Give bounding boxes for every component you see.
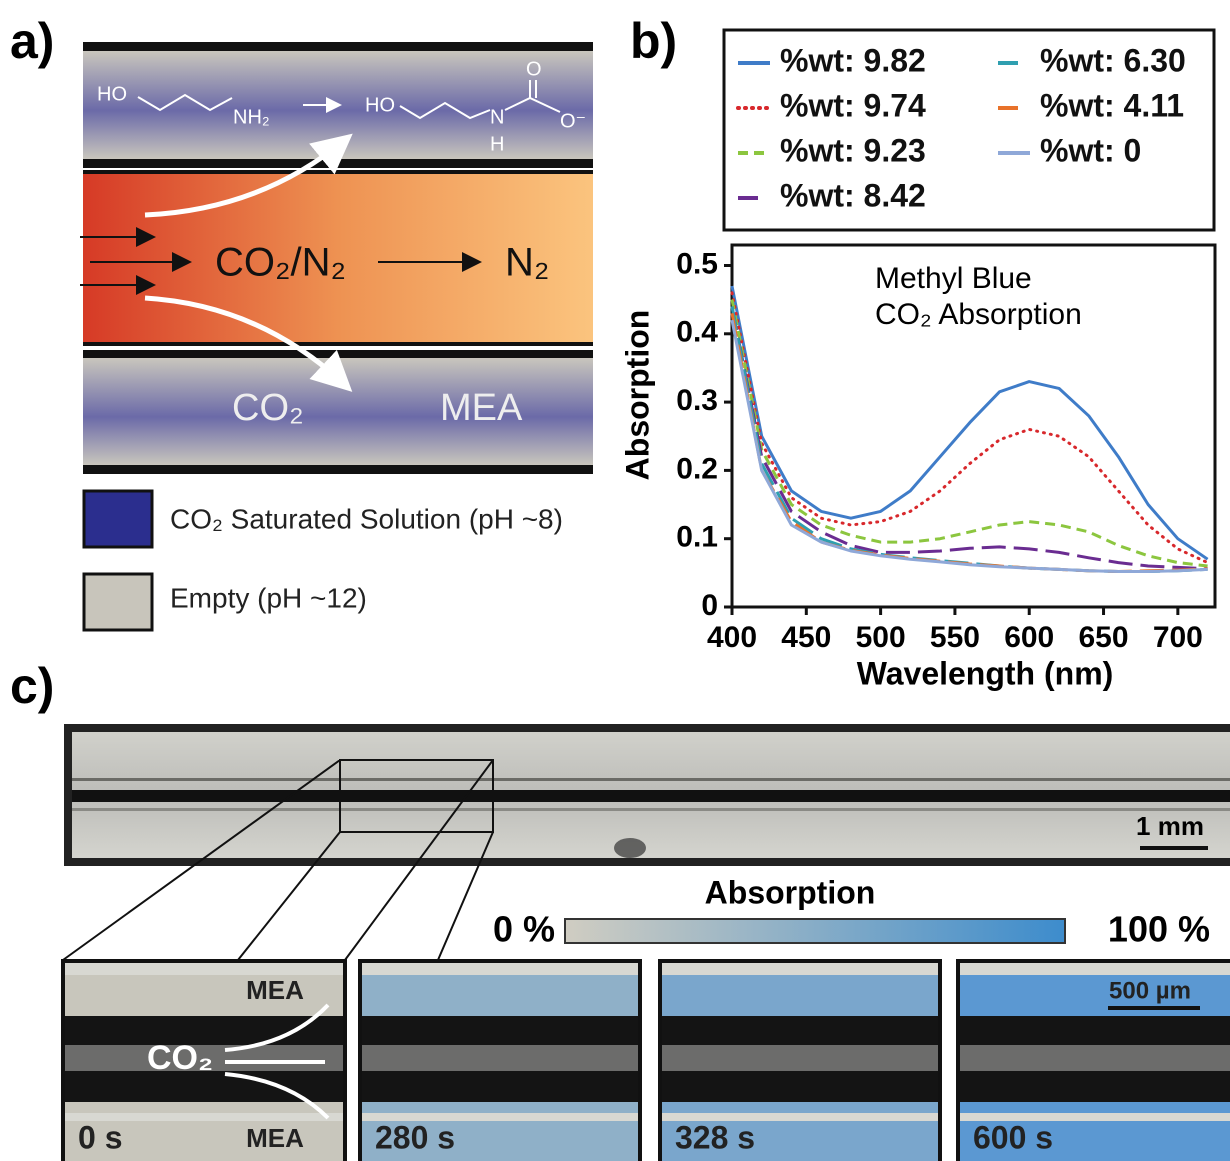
series-line bbox=[730, 285, 1209, 561]
frame-rim bbox=[662, 1113, 938, 1121]
chem-label: H bbox=[490, 133, 504, 155]
time-label: 328 s bbox=[675, 1119, 755, 1155]
y-tick-label: 0.4 bbox=[676, 316, 718, 349]
x-tick-label: 500 bbox=[856, 621, 906, 654]
time-label: 280 s bbox=[375, 1119, 455, 1155]
colorbar-title: Absorption bbox=[705, 874, 876, 910]
x-tick-label: 700 bbox=[1153, 621, 1203, 654]
legend-label: CO₂ Saturated Solution (pH ~8) bbox=[170, 503, 563, 534]
series-line bbox=[730, 299, 1208, 568]
chem-label: N bbox=[490, 106, 504, 128]
x-tick-label: 400 bbox=[707, 621, 757, 654]
gas-label: CO₂ bbox=[147, 1039, 213, 1077]
chart: Methyl Blue CO₂ Absorption Absorption Wa… bbox=[619, 243, 1217, 691]
y-tick-label: 0.5 bbox=[676, 247, 718, 280]
panel-label: a) bbox=[10, 13, 54, 69]
feed-label: CO₂/N₂ bbox=[215, 241, 346, 285]
colorbar bbox=[564, 918, 1066, 944]
time-label: 600 s bbox=[973, 1119, 1053, 1155]
x-tick-label: 550 bbox=[930, 621, 980, 654]
chem-label: O bbox=[526, 58, 542, 80]
series-line bbox=[730, 319, 1208, 573]
chem-label: HO bbox=[365, 94, 395, 116]
series-line bbox=[730, 306, 1208, 573]
micrographs: 0 s 280 s 328 s 600 s bbox=[61, 959, 1230, 1161]
absorbed-label: CO₂ bbox=[232, 387, 304, 429]
outlet-label: N₂ bbox=[505, 241, 549, 285]
legend-label: Empty (pH ~12) bbox=[170, 582, 367, 613]
legend-box bbox=[722, 28, 1216, 232]
legend-label: %wt: 0 bbox=[1040, 132, 1141, 168]
legend-label: %wt: 9.82 bbox=[780, 42, 926, 78]
channel-core bbox=[662, 1045, 938, 1071]
scale-label: 1 mm bbox=[1136, 811, 1204, 841]
y-axis-label: Absorption bbox=[619, 310, 655, 481]
frame-rim bbox=[65, 963, 343, 975]
solvent-label: MEA bbox=[440, 387, 523, 429]
time-label: 0 s bbox=[78, 1119, 122, 1155]
frame-rim bbox=[362, 1113, 638, 1121]
channel-core bbox=[362, 1045, 638, 1071]
panel-label: c) bbox=[10, 658, 54, 714]
y-tick-label: 0.2 bbox=[676, 452, 718, 485]
legend-swatch bbox=[82, 572, 154, 632]
colorbar-label: 100 % bbox=[1108, 909, 1210, 950]
colorbar-label: 0 % bbox=[493, 909, 555, 950]
y-tick-label: 0 bbox=[701, 589, 718, 622]
frame-rim bbox=[65, 1113, 343, 1121]
scale-label: 500 µm bbox=[1109, 977, 1191, 1004]
frame-rim bbox=[960, 963, 1230, 975]
legend-label: %wt: 9.23 bbox=[780, 132, 926, 168]
channel-core bbox=[960, 1045, 1230, 1071]
frame-rim bbox=[662, 963, 938, 975]
series-line bbox=[730, 306, 1208, 571]
legend-label: %wt: 9.74 bbox=[780, 87, 926, 123]
frame-label: MEA bbox=[246, 975, 304, 1005]
channel-diagram bbox=[80, 42, 593, 474]
panel-label: b) bbox=[630, 13, 677, 69]
overview-image bbox=[62, 724, 1230, 961]
plot-frame bbox=[730, 243, 1217, 609]
frame-label: MEA bbox=[246, 1123, 304, 1153]
legend-swatch bbox=[82, 489, 154, 549]
x-axis-label: Wavelength (nm) bbox=[857, 655, 1114, 691]
annotation: Methyl Blue bbox=[875, 262, 1032, 295]
x-tick-label: 650 bbox=[1079, 621, 1129, 654]
frame-rim bbox=[960, 1113, 1230, 1121]
flow-arrows bbox=[224, 1003, 330, 1120]
frame-rim bbox=[362, 963, 638, 975]
y-tick-label: 0.3 bbox=[676, 384, 718, 417]
legend-label: %wt: 8.42 bbox=[780, 177, 926, 213]
x-tick-label: 450 bbox=[781, 621, 831, 654]
series-line bbox=[730, 291, 1210, 565]
y-tick-label: 0.1 bbox=[676, 521, 718, 554]
chem-label: O⁻ bbox=[560, 110, 586, 132]
legend-label: %wt: 6.30 bbox=[1040, 42, 1186, 78]
channel-core bbox=[65, 1045, 343, 1071]
annotation: CO₂ Absorption bbox=[875, 298, 1082, 331]
chem-label: NH₂ bbox=[233, 106, 270, 128]
x-tick-label: 600 bbox=[1004, 621, 1054, 654]
chem-label: HO bbox=[97, 83, 127, 105]
legend-label: %wt: 4.11 bbox=[1040, 87, 1184, 123]
